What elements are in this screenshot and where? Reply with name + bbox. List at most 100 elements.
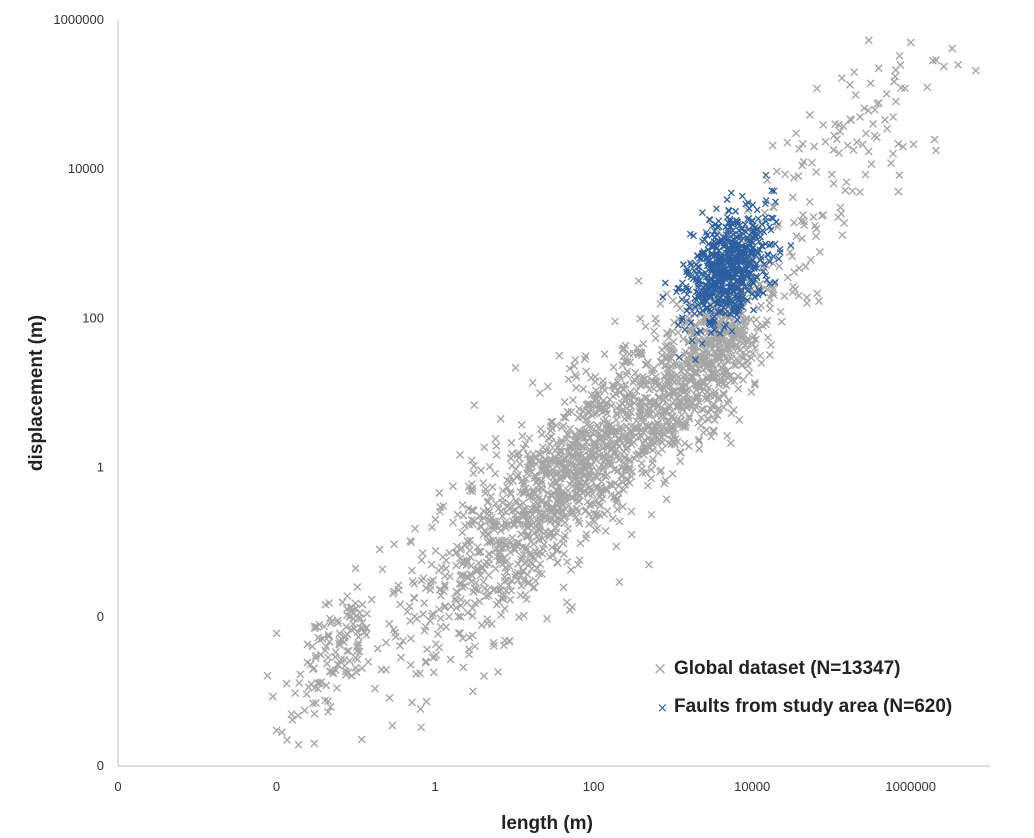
data-point-marker (353, 641, 362, 650)
data-point-marker (717, 307, 725, 315)
data-point-marker (648, 455, 657, 464)
data-point-marker (421, 584, 430, 593)
data-point-marker (469, 469, 478, 478)
data-point-marker (702, 381, 711, 390)
data-point-marker (519, 550, 528, 559)
data-point-marker (559, 491, 568, 500)
data-point-marker (417, 556, 426, 565)
data-point-marker (625, 466, 634, 475)
data-point-marker (337, 655, 346, 664)
data-point-marker (712, 348, 721, 357)
data-point-marker (737, 352, 746, 361)
data-point-marker (715, 222, 723, 230)
data-point-marker (452, 561, 461, 570)
data-point-marker (534, 569, 543, 578)
data-point-marker (727, 338, 736, 347)
data-point-marker (655, 431, 664, 440)
data-point-marker (766, 280, 774, 288)
data-point-marker (815, 247, 824, 256)
data-point-marker (557, 438, 566, 447)
data-point-marker (572, 383, 581, 392)
data-point-marker (725, 206, 732, 214)
data-point-marker (696, 309, 704, 317)
data-point-marker (547, 490, 556, 499)
data-point-marker (596, 401, 605, 410)
data-point-marker (649, 377, 658, 386)
data-point-marker (762, 272, 770, 279)
data-point-marker (619, 352, 628, 361)
data-point-marker (611, 317, 620, 326)
data-point-marker (740, 248, 748, 256)
data-point-marker (649, 327, 658, 336)
data-point-marker (817, 211, 826, 220)
data-point-marker (547, 543, 556, 552)
data-point-marker (458, 500, 467, 509)
data-point-marker (506, 490, 515, 499)
data-point-marker (335, 629, 344, 638)
data-point-marker (471, 578, 480, 587)
data-point-marker (682, 285, 690, 293)
data-point-marker (313, 622, 322, 631)
data-point-marker (543, 614, 552, 623)
data-point-marker (565, 443, 574, 452)
data-point-marker (584, 400, 593, 409)
data-point-marker (494, 505, 503, 514)
data-point-marker (682, 403, 691, 412)
data-point-marker (732, 252, 740, 260)
y-tick-label: 0 (97, 609, 104, 624)
data-point-marker (480, 443, 489, 452)
data-point-marker (799, 157, 808, 166)
data-point-marker (621, 453, 630, 462)
x-tick-label: 0 (273, 779, 280, 794)
data-point-marker (697, 352, 706, 361)
data-point-marker (612, 409, 621, 418)
data-point-marker (722, 353, 731, 362)
data-point-marker (668, 296, 677, 305)
data-point-marker (706, 320, 714, 328)
data-point-marker (861, 129, 870, 138)
data-point-marker (288, 715, 297, 724)
data-point-marker (699, 405, 708, 414)
data-point-marker (692, 381, 701, 390)
data-point-marker (575, 519, 584, 528)
data-point-marker (805, 197, 814, 206)
data-point-marker (435, 643, 444, 652)
data-point-marker (813, 289, 822, 298)
data-point-marker (536, 559, 545, 568)
data-point-marker (678, 314, 686, 322)
data-point-marker (660, 371, 669, 380)
data-point-marker (441, 572, 450, 581)
data-point-marker (535, 389, 544, 398)
data-point-marker (571, 355, 580, 364)
data-point-marker (948, 44, 957, 53)
data-point-marker (847, 116, 856, 125)
data-point-marker (430, 652, 439, 661)
data-point-marker (691, 369, 700, 378)
data-point-marker (748, 217, 756, 225)
data-point-marker (493, 552, 502, 561)
data-point-marker (452, 587, 461, 596)
data-point-marker (473, 543, 482, 552)
data-point-marker (612, 542, 621, 551)
data-point-marker (694, 380, 703, 389)
data-point-marker (483, 538, 492, 547)
data-point-marker (699, 237, 706, 245)
data-point-marker (581, 534, 590, 543)
data-point-marker (567, 565, 576, 574)
data-point-marker (548, 502, 557, 511)
data-point-marker (747, 388, 756, 397)
data-point-marker (527, 521, 536, 530)
data-point-marker (496, 414, 505, 423)
data-point-marker (497, 585, 506, 594)
data-point-marker (518, 432, 527, 441)
data-point-marker (699, 428, 708, 437)
data-point-marker (448, 482, 457, 491)
data-point-marker (390, 587, 399, 596)
data-point-marker (417, 723, 426, 732)
data-point-marker (890, 77, 899, 86)
data-point-marker (611, 439, 620, 448)
data-point-marker (375, 545, 384, 554)
data-point-marker (308, 699, 317, 708)
data-point-marker (504, 581, 513, 590)
data-point-marker (519, 499, 528, 508)
